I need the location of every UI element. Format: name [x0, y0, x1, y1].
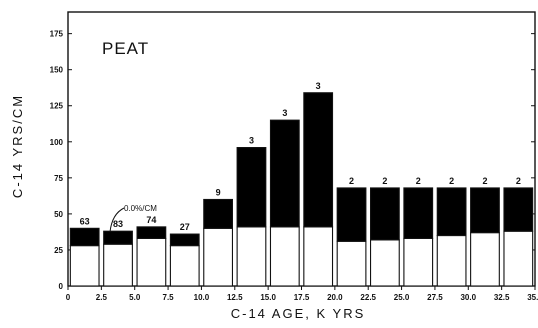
bar-lower-1	[103, 243, 133, 287]
data-label-4: 9	[216, 187, 221, 197]
x-axis-title: C-14 AGE, K YRS	[231, 306, 366, 321]
y-tick-label-6: 150	[50, 66, 64, 75]
bar-upper-0	[69, 227, 100, 247]
data-label-11: 2	[449, 176, 454, 186]
bar-lower-6	[269, 226, 300, 287]
data-label-6: 3	[282, 108, 287, 118]
bar-upper-12	[470, 187, 500, 234]
annotation-group: 0.0%/CM	[109, 204, 157, 233]
x-tick-label-9: 22.5	[360, 293, 376, 302]
data-label-12: 2	[482, 176, 487, 186]
x-tick-label-12: 30.0	[460, 293, 476, 302]
x-tick-label-10: 25.0	[394, 293, 410, 302]
y-tick-label-1: 25	[54, 246, 63, 255]
y-tick-label-5: 125	[50, 102, 64, 111]
y-tick-label-2: 50	[54, 210, 63, 219]
bar-upper-7	[303, 92, 334, 228]
x-tick-label-11: 27.5	[427, 293, 443, 302]
data-label-1: 83	[113, 219, 123, 229]
bar-upper-5	[236, 147, 267, 228]
x-tick-label-13: 32.5	[494, 293, 510, 302]
bar-upper-10	[403, 187, 434, 239]
bar-upper-11	[436, 187, 467, 237]
x-tick-label-6: 15.0	[260, 293, 276, 302]
x-tick-label-2: 5.0	[129, 293, 141, 302]
data-label-8: 2	[349, 176, 354, 186]
plot-area: 0 25 50 75 100 125 150 175 63 83 74 27 9 3 3 3 2 2 2 2 2 2 0 2.…	[50, 11, 538, 302]
data-label-10: 2	[416, 176, 421, 186]
y-tick-label-7: 175	[50, 30, 64, 39]
bar-lower-7	[303, 226, 334, 287]
data-label-13: 2	[516, 176, 521, 186]
y-axis-title: C-14 YRS/CM	[10, 94, 25, 198]
bar-upper-9	[369, 187, 400, 241]
bar-upper-2	[136, 226, 167, 239]
bar-lower-11	[436, 234, 467, 287]
bar-upper-1	[103, 230, 133, 245]
bar-lower-3	[169, 245, 200, 287]
bar-lower-12	[470, 232, 500, 287]
bar-lower-2	[136, 237, 167, 287]
data-label-0: 63	[80, 216, 90, 226]
bar-lower-10	[403, 237, 434, 287]
x-tick-label-0: 0	[66, 293, 71, 302]
bar-lower-0	[69, 245, 100, 287]
data-label-5: 3	[249, 136, 254, 146]
y-tick-label-0: 0	[59, 282, 64, 291]
bar-upper-3	[169, 233, 200, 247]
data-label-9: 2	[382, 176, 387, 186]
bar-lower-9	[369, 239, 400, 287]
x-tick-label-3: 7.5	[163, 293, 175, 302]
bar-lower-8	[336, 240, 367, 287]
bar-lower-4	[203, 227, 234, 287]
x-tick-label-8: 20.0	[327, 293, 343, 302]
x-tick-label-5: 12.5	[227, 293, 243, 302]
x-tick-label-1: 2.5	[96, 293, 108, 302]
x-tick-label-7: 17.5	[294, 293, 310, 302]
bar-upper-4	[203, 198, 234, 229]
y-tick-label-3: 75	[54, 174, 63, 183]
y-tick-label-4: 100	[50, 138, 64, 147]
annotation-text: 0.0%/CM	[124, 204, 157, 213]
x-tick-label-14: 35.0	[527, 293, 538, 302]
annotation-leader	[109, 207, 125, 233]
data-label-7: 3	[316, 81, 321, 91]
x-tick-label-4: 10.0	[194, 293, 210, 302]
bar-upper-13	[503, 187, 534, 232]
bar-upper-8	[336, 187, 367, 242]
bar-upper-6	[269, 119, 300, 228]
panel-title: PEAT	[102, 39, 149, 58]
data-label-2: 74	[146, 215, 156, 225]
bar-lower-5	[236, 226, 267, 287]
data-label-3: 27	[180, 222, 190, 232]
bar-lower-13	[503, 230, 534, 287]
